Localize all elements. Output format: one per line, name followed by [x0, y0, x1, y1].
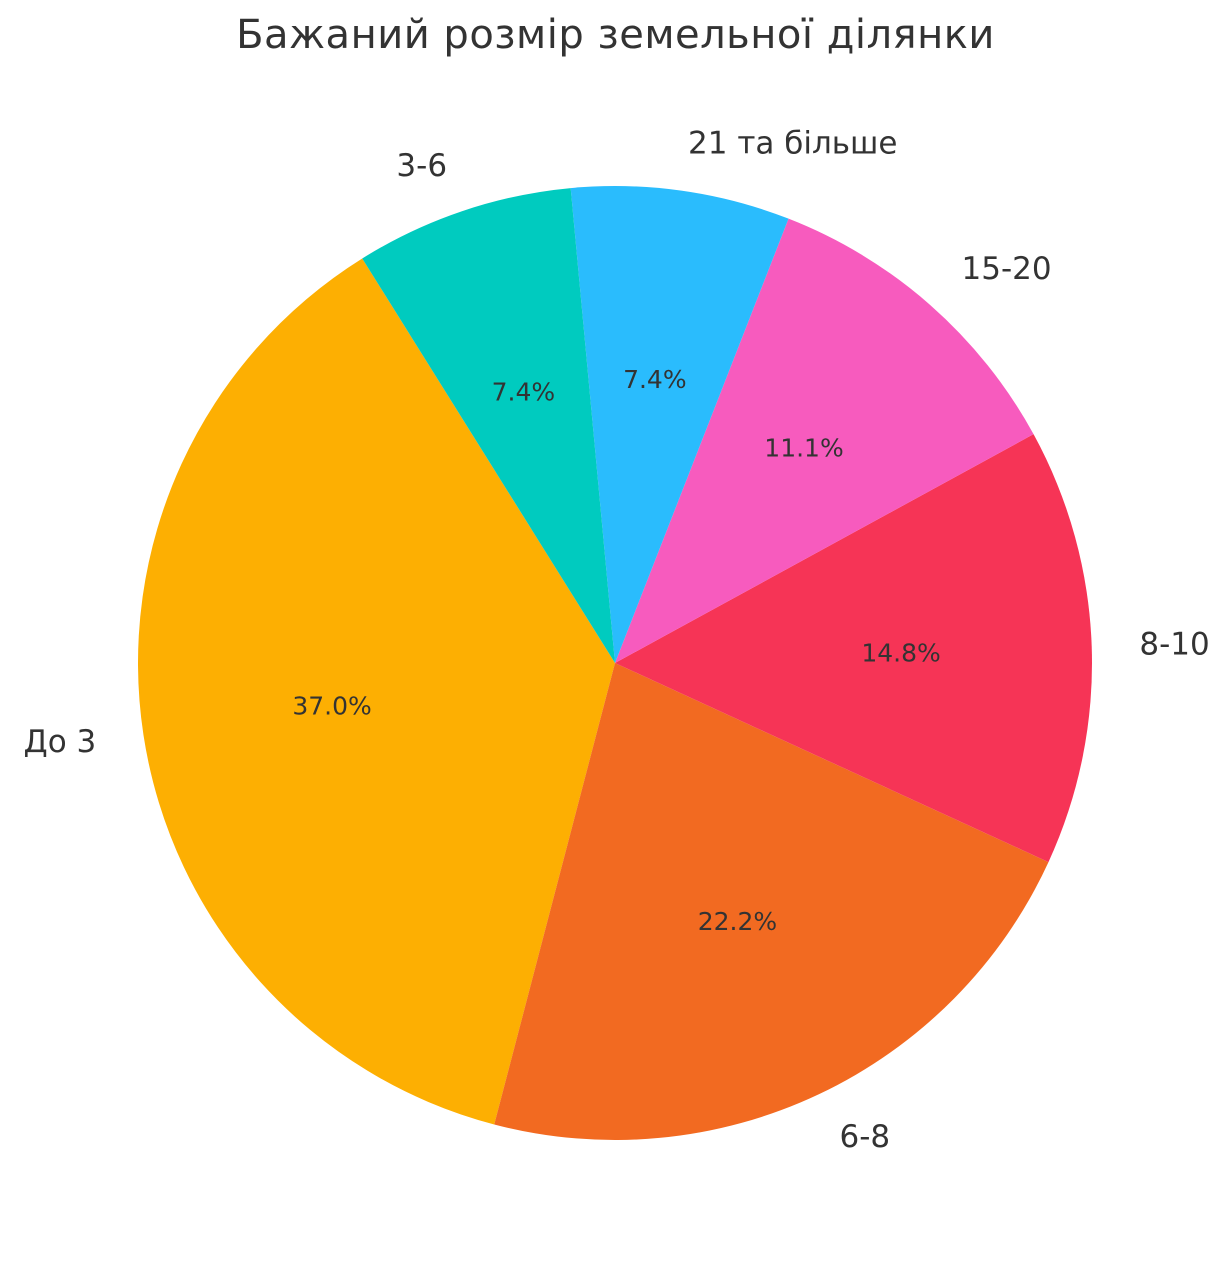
pie-slice [615, 218, 1034, 664]
slice-category-label: До 3 [24, 724, 97, 760]
category-labels-group: До 3 6-8 8-10 15-20 21 та більше 3-6 [24, 125, 1210, 1155]
slice-category-label: 6-8 [840, 1119, 891, 1155]
slice-category-label: 8-10 [1139, 627, 1209, 663]
chart-title: Бажаний розмір земельної ділянки [236, 12, 995, 58]
slice-percent-label: 11.1% [764, 434, 843, 463]
slice-percent-label: 37.0% [292, 692, 371, 721]
slices-group [137, 185, 1092, 1140]
pie-slice [494, 663, 1049, 1140]
slice-percent-label: 22.2% [698, 907, 777, 936]
slice-category-label: 21 та більше [688, 125, 897, 161]
slice-percent-label: 7.4% [623, 365, 687, 394]
pie-slice [362, 188, 615, 663]
slice-category-label: 15-20 [962, 251, 1052, 287]
pie-slice [615, 434, 1092, 863]
pie-slice [570, 185, 789, 663]
slice-percent-label: 7.4% [492, 377, 556, 406]
pct-labels-group: 37.0% 22.2% 14.8% 11.1% 7.4% 7.4% [292, 365, 940, 936]
slice-percent-label: 14.8% [861, 639, 940, 668]
slice-category-label: 3-6 [396, 148, 447, 184]
pie-slice [137, 258, 615, 1125]
